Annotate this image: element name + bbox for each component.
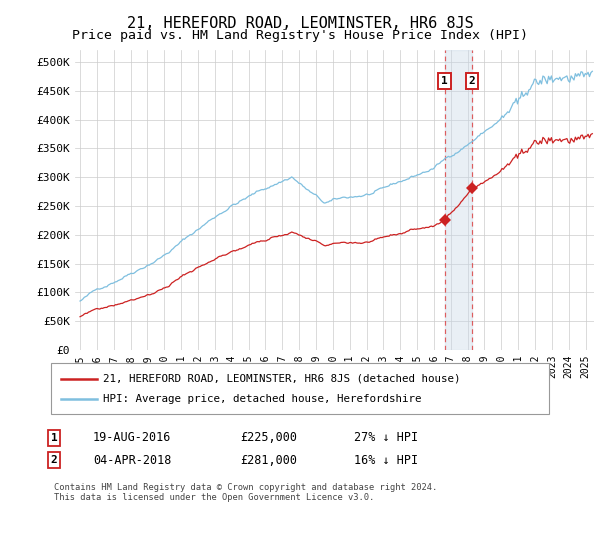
Bar [445, 50, 472, 350]
Text: Price paid vs. HM Land Registry's House Price Index (HPI): Price paid vs. HM Land Registry's House … [72, 29, 528, 42]
Text: 21, HEREFORD ROAD, LEOMINSTER, HR6 8JS: 21, HEREFORD ROAD, LEOMINSTER, HR6 8JS [127, 16, 473, 31]
Text: 1: 1 [441, 76, 448, 86]
Text: £225,000: £225,000 [240, 431, 297, 445]
Text: 04-APR-2018: 04-APR-2018 [93, 454, 172, 467]
Text: 1: 1 [50, 433, 58, 443]
Text: Contains HM Land Registry data © Crown copyright and database right 2024.
This d: Contains HM Land Registry data © Crown c… [54, 483, 437, 502]
Text: 19-AUG-2016: 19-AUG-2016 [93, 431, 172, 445]
Text: 27% ↓ HPI: 27% ↓ HPI [354, 431, 418, 445]
Text: 21, HEREFORD ROAD, LEOMINSTER, HR6 8JS (detached house): 21, HEREFORD ROAD, LEOMINSTER, HR6 8JS (… [103, 374, 461, 384]
Text: £281,000: £281,000 [240, 454, 297, 467]
Text: 16% ↓ HPI: 16% ↓ HPI [354, 454, 418, 467]
Text: HPI: Average price, detached house, Herefordshire: HPI: Average price, detached house, Here… [103, 394, 422, 404]
Text: 2: 2 [469, 76, 475, 86]
Text: 2: 2 [50, 455, 58, 465]
